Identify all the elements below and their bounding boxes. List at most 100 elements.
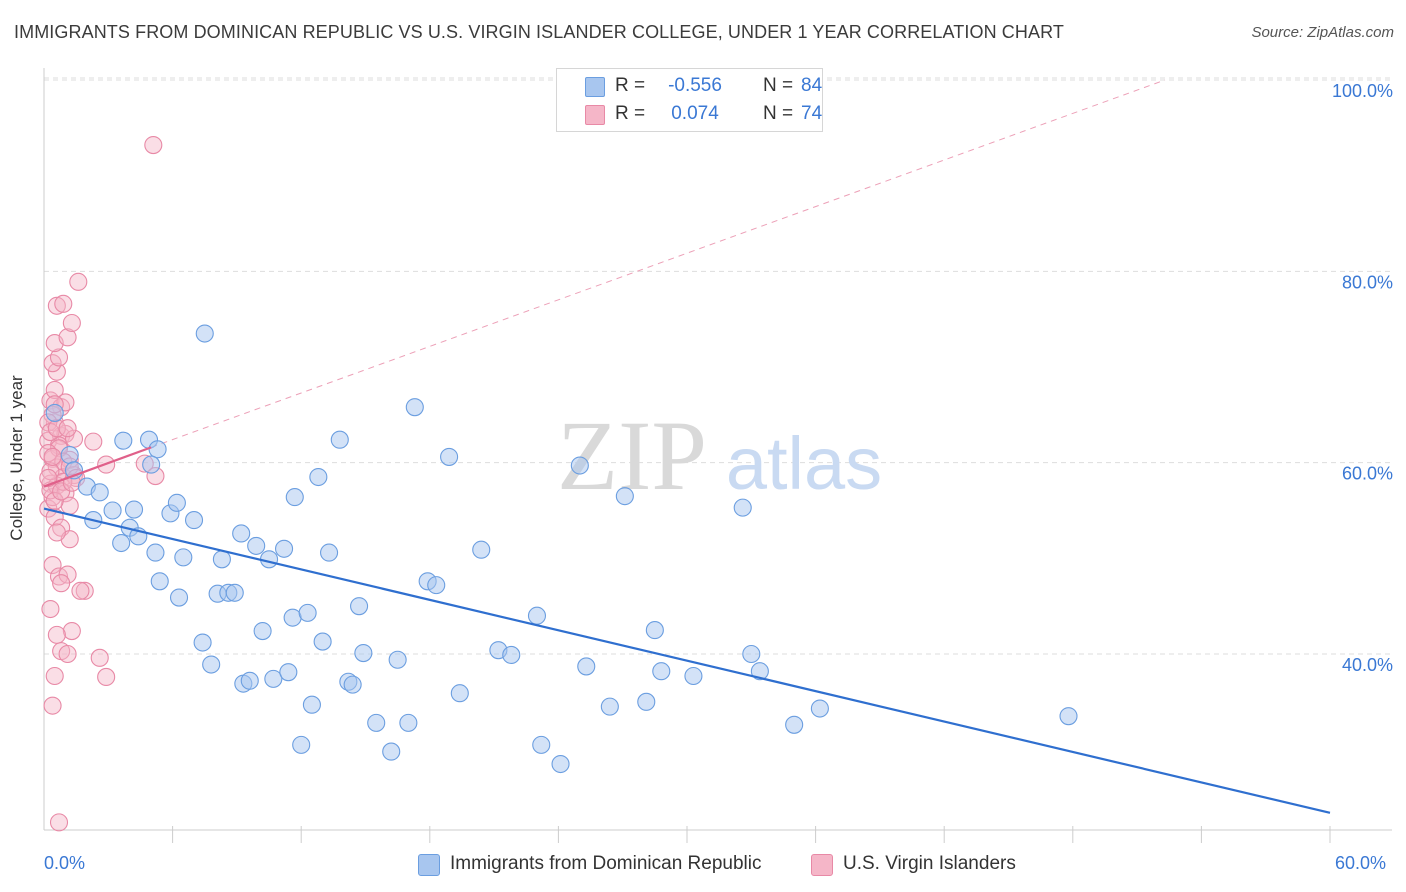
blue-point xyxy=(450,684,469,703)
blue-point xyxy=(264,669,283,688)
blue-point xyxy=(750,662,769,681)
y-tick-label: 80.0% xyxy=(1342,272,1393,292)
pink-point xyxy=(49,348,69,367)
blue-point xyxy=(146,543,165,562)
legend-r-label: R = xyxy=(615,103,646,124)
bottom-legend-label-blue: Immigrants from Dominican Republic xyxy=(450,853,762,874)
correlation-legend: R = -0.556 N = 84 R = 0.074 N = 74 xyxy=(556,68,823,132)
y-axis-label: College, Under 1 year xyxy=(7,375,26,541)
pink-point xyxy=(47,625,66,644)
watermark: ZIP atlas xyxy=(557,400,882,511)
legend-swatch-pink xyxy=(585,105,605,125)
pink-point xyxy=(71,581,90,600)
blue-point xyxy=(615,487,634,506)
blue-point xyxy=(637,692,656,711)
pink-point xyxy=(90,648,109,667)
blue-point xyxy=(502,645,521,665)
blue-point xyxy=(399,713,418,732)
blue-point xyxy=(195,324,214,343)
blue-point xyxy=(684,666,703,686)
y-tick-label: 100.0% xyxy=(1332,81,1393,101)
bottom-legend-swatch-pink xyxy=(811,854,833,876)
blue-point xyxy=(785,715,804,734)
pink-trend-extension xyxy=(150,79,1166,448)
blue-point xyxy=(440,447,459,466)
blue-point xyxy=(302,695,321,714)
blue-point xyxy=(232,524,251,543)
legend-r-label: R = xyxy=(615,75,646,96)
bottom-legend-swatch-blue xyxy=(418,854,440,876)
blue-point xyxy=(174,548,193,567)
blue-point xyxy=(225,583,244,602)
trend-lines xyxy=(43,446,1331,814)
blue-point xyxy=(279,663,298,682)
blue-point xyxy=(427,576,446,595)
pink-point xyxy=(43,555,62,575)
pink-points xyxy=(39,136,165,832)
blue-point xyxy=(283,608,302,627)
blue-point xyxy=(212,550,231,569)
pink-point xyxy=(69,272,88,291)
blue-point xyxy=(733,498,752,517)
pink-point xyxy=(47,296,66,315)
chart-title: IMMIGRANTS FROM DOMINICAN REPUBLIC VS U.… xyxy=(14,22,1064,42)
blue-point xyxy=(309,467,328,487)
legend-r-value: 0.074 xyxy=(671,103,719,124)
blue-point xyxy=(330,430,349,449)
blue-point xyxy=(124,500,144,519)
pink-trend-line xyxy=(43,446,152,488)
y-tick-labels: 100.0% 80.0% 60.0% 40.0% xyxy=(1332,81,1393,675)
blue-point xyxy=(405,398,424,417)
blue-point xyxy=(551,754,570,774)
source-label: Source: ZipAtlas.com xyxy=(1251,24,1394,41)
blue-point xyxy=(527,606,547,625)
blue-point xyxy=(1059,707,1078,726)
blue-point xyxy=(275,539,294,558)
blue-point xyxy=(320,543,339,562)
blue-point xyxy=(193,633,212,652)
blue-point xyxy=(148,440,167,459)
blue-point xyxy=(343,675,362,694)
legend-n-value: 74 xyxy=(801,103,823,124)
pink-point xyxy=(58,328,77,347)
blue-point xyxy=(142,455,161,474)
blue-point xyxy=(202,655,221,674)
pink-point xyxy=(41,462,60,481)
y-tick-label: 60.0% xyxy=(1342,464,1393,484)
blue-point xyxy=(292,735,311,754)
blue-point xyxy=(112,533,131,553)
pink-point xyxy=(47,523,66,542)
blue-point xyxy=(354,643,373,663)
blue-point xyxy=(472,540,491,559)
pink-point xyxy=(58,419,77,438)
blue-point xyxy=(167,493,186,512)
pink-point xyxy=(45,491,64,510)
pink-trend-extension-line xyxy=(150,79,1166,448)
pink-point xyxy=(58,644,77,664)
blue-point xyxy=(60,445,79,465)
pink-point xyxy=(62,313,81,333)
pink-point xyxy=(84,432,103,451)
pink-point xyxy=(52,574,71,593)
legend-n-label: N = xyxy=(763,103,794,124)
blue-point xyxy=(645,621,664,640)
blue-point xyxy=(742,644,761,664)
blue-point xyxy=(253,621,272,641)
blue-point xyxy=(313,632,332,651)
blue-point xyxy=(184,511,204,530)
blue-point xyxy=(150,572,169,591)
blue-point xyxy=(285,488,304,507)
blue-trend-line xyxy=(43,507,1331,814)
y-tick-label: 40.0% xyxy=(1342,655,1393,675)
blue-point xyxy=(114,431,133,450)
grid-lines xyxy=(44,77,1392,655)
blue-point xyxy=(350,597,369,616)
pink-point xyxy=(43,696,62,715)
pink-point xyxy=(54,294,73,313)
pink-point xyxy=(75,581,94,600)
bottom-legend-label-pink: U.S. Virgin Islanders xyxy=(843,853,1016,874)
pink-point xyxy=(43,447,62,466)
blue-point xyxy=(382,742,401,761)
blue-point xyxy=(298,603,317,622)
